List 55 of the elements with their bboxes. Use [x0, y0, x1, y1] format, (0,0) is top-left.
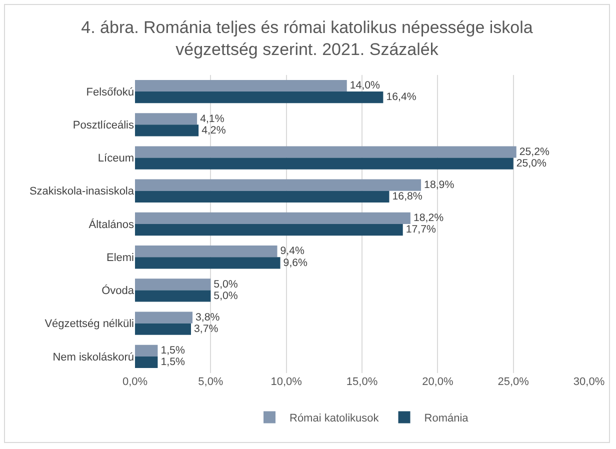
legend-label: Római katolikusok: [290, 412, 380, 425]
bar: [135, 290, 211, 302]
y-tick-label: Szakiskola-inasiskola: [29, 186, 135, 198]
data-label: 9,4%: [280, 245, 306, 258]
y-tick-label: Végzettség nélküli: [44, 318, 134, 330]
x-tick-label: 20,0%: [422, 376, 454, 388]
bar: [135, 190, 390, 202]
bar: [135, 158, 514, 170]
data-label: 4,1%: [200, 112, 225, 125]
y-tick-label: Elemi: [106, 252, 134, 264]
bar: [135, 146, 516, 158]
bar: [135, 278, 211, 290]
y-tick-label: Felsőfokú: [86, 86, 134, 98]
legend-label: Románia: [424, 412, 470, 425]
data-label: 5,0%: [214, 290, 238, 302]
x-tick-label: 5,0%: [198, 376, 224, 388]
y-tick-label: Óvoda: [102, 284, 135, 298]
data-label: 1,5%: [160, 344, 186, 357]
data-label: 9,6%: [283, 256, 308, 269]
y-tick-label: Nem iskoláskorú: [52, 351, 134, 364]
chart-title: 4. ábra. Románia teljes és római katolikus népessége iskola végzettség szerint. 2021. Százalék: [80, 17, 534, 61]
data-label: 16,4%: [386, 91, 417, 104]
data-label: 25,0%: [516, 157, 547, 170]
data-label: 18,9%: [424, 178, 455, 191]
bar: [135, 212, 410, 224]
bar: [135, 124, 199, 136]
bar: [135, 113, 198, 125]
y-tick-label: Általános: [88, 218, 134, 231]
data-label: 16,8%: [392, 190, 423, 203]
x-tick-label: 25,0%: [498, 376, 530, 388]
bar: [135, 246, 278, 258]
data-label: 25,2%: [519, 146, 550, 158]
data-label: 17,7%: [406, 224, 437, 236]
y-tick-label: Posztlíceális: [72, 120, 134, 132]
bar: [135, 344, 158, 356]
bar: [135, 80, 347, 92]
x-tick-label: 15,0%: [346, 376, 378, 388]
bar: [135, 356, 158, 368]
data-label: 4,2%: [202, 124, 226, 136]
x-tick-label: 10,0%: [270, 376, 302, 388]
y-tick-label: Líceum: [98, 152, 134, 165]
data-label: 1,5%: [160, 356, 186, 368]
bar: [135, 312, 193, 324]
data-label: 14,0%: [350, 80, 381, 92]
bar: [135, 224, 403, 236]
data-label: 3,8%: [196, 311, 220, 324]
bar: [135, 179, 422, 191]
x-tick-label: 30,0%: [573, 376, 605, 388]
bar: [135, 323, 191, 335]
data-label: 3,7%: [194, 323, 219, 336]
data-label: 18,2%: [413, 212, 444, 224]
bar: [135, 92, 384, 104]
x-tick-label: 0,0%: [122, 376, 148, 388]
data-label: 5,0%: [214, 278, 238, 290]
bar: [135, 257, 280, 269]
